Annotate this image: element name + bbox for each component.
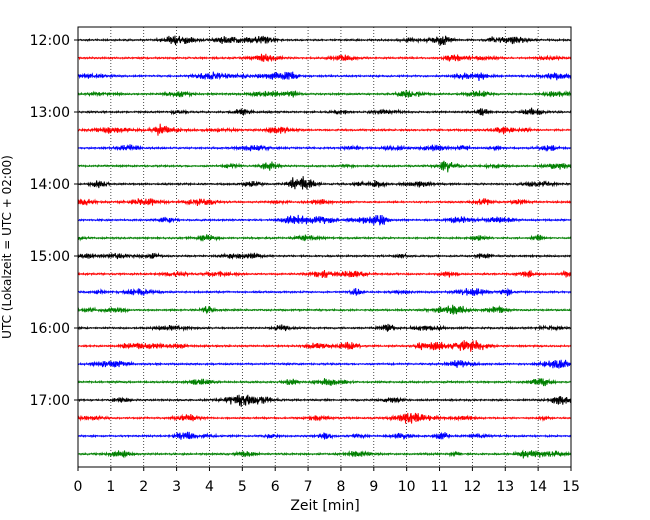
x-tick-label: 2	[139, 479, 148, 495]
trace-1700	[77, 394, 572, 407]
x-tick-label: 7	[304, 479, 313, 495]
x-tick-label: 6	[271, 479, 280, 495]
trace-1400	[77, 176, 572, 190]
trace-1430	[77, 214, 572, 226]
x-tick-label: 8	[336, 479, 345, 495]
trace-1315	[77, 123, 572, 136]
x-tick-label: 5	[238, 479, 247, 495]
trace-1245	[77, 89, 572, 98]
x-tick-label: 14	[529, 479, 547, 495]
trace-1330	[77, 144, 572, 152]
trace-1600	[77, 323, 572, 332]
trace-1615	[77, 340, 572, 352]
grid-lines	[110, 27, 539, 467]
trace-1530	[77, 287, 572, 297]
x-axis-ticks: 0 1 2 3 4 5 6 7 8 9 10 11 12 13 14 15	[74, 467, 580, 495]
trace-1230	[77, 71, 572, 81]
plot-frame	[77, 26, 572, 468]
y-tick-label: 16:00	[30, 321, 70, 337]
trace-1745	[77, 449, 572, 459]
y-tick-label: 14:00	[30, 177, 70, 193]
y-axis-ticks: 12:00 13:00 14:00 15:00 16:00 17:00	[30, 33, 78, 409]
plot-area	[78, 27, 571, 467]
trace-1730	[77, 431, 572, 440]
y-tick-label: 13:00	[30, 105, 70, 121]
trace-1200	[77, 35, 572, 46]
x-tick-label: 12	[463, 479, 481, 495]
y-tick-label: 12:00	[30, 33, 70, 49]
trace-1215	[77, 53, 572, 63]
x-tick-label: 1	[106, 479, 115, 495]
x-tick-label: 3	[172, 479, 181, 495]
x-tick-label: 10	[398, 479, 416, 495]
x-tick-label: 4	[205, 479, 214, 495]
x-tick-label: 15	[562, 479, 580, 495]
seismogram-traces	[77, 35, 572, 459]
y-axis-label: UTC (Lokalzeit = UTC + 02:00)	[0, 155, 14, 339]
x-tick-label: 9	[369, 479, 378, 495]
trace-1345	[77, 160, 572, 173]
y-tick-label: 15:00	[30, 249, 70, 265]
x-tick-label: 0	[74, 479, 83, 495]
trace-1515	[77, 269, 572, 278]
trace-1500	[77, 252, 572, 260]
x-axis-label: Zeit [min]	[290, 498, 359, 514]
x-tick-label: 13	[496, 479, 514, 495]
trace-1630	[77, 359, 572, 369]
trace-1415	[77, 198, 572, 207]
y-tick-label: 17:00	[30, 393, 70, 409]
trace-1300	[77, 107, 572, 116]
trace-1645	[77, 378, 572, 387]
trace-1715	[77, 412, 572, 424]
trace-1445	[77, 234, 572, 242]
trace-1545	[77, 304, 572, 315]
x-tick-label: 11	[431, 479, 449, 495]
